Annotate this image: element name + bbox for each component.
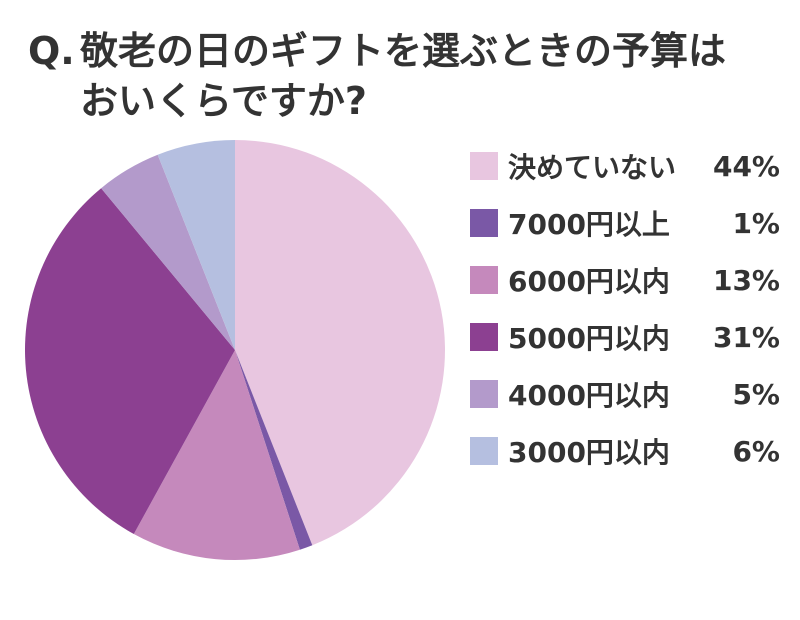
legend-item: 決めていない 44%	[470, 146, 780, 186]
legend-value: 6%	[732, 434, 780, 468]
title-prefix: Q.	[28, 29, 75, 73]
pie-slice-5	[157, 140, 235, 350]
legend-item: 3000円以内 6%	[470, 431, 780, 471]
legend-swatch	[470, 266, 498, 294]
legend-label: 4000円以内	[508, 379, 670, 412]
chart-title: Q. 敬老の日のギフトを選ぶときの予算は おいくらですか?	[28, 26, 768, 126]
pie-slice-4	[101, 154, 235, 350]
legend-item: 6000円以内 13%	[470, 260, 780, 300]
pie-slice-3	[25, 188, 235, 535]
legend-swatch	[470, 209, 498, 237]
legend-item: 5000円以内 31%	[470, 317, 780, 357]
legend-swatch	[470, 323, 498, 351]
pie-slice-2	[133, 350, 300, 560]
legend-label: 3000円以内	[508, 436, 670, 469]
legend-swatch	[470, 380, 498, 408]
legend-item: 7000円以上 1%	[470, 203, 780, 243]
legend-label: 6000円以内	[508, 265, 670, 298]
legend-label: 5000円以内	[508, 322, 670, 355]
legend-label: 決めていない	[508, 151, 677, 184]
pie-slice-1	[235, 350, 313, 550]
legend-value: 1%	[732, 206, 780, 240]
legend-value: 5%	[732, 377, 780, 411]
legend-value: 44%	[712, 149, 780, 183]
title-text-line-1: 敬老の日のギフトを選ぶときの予算は	[80, 29, 727, 73]
legend-swatch	[470, 437, 498, 465]
legend: 決めていない 44% 7000円以上 1% 6000円以内 13% 5000円以…	[470, 146, 780, 488]
title-line-1: Q. 敬老の日のギフトを選ぶときの予算は	[28, 26, 768, 76]
legend-swatch	[470, 152, 498, 180]
legend-value: 31%	[712, 320, 780, 354]
pie-slice-0	[235, 140, 445, 546]
legend-label: 7000円以上	[508, 208, 670, 241]
legend-value: 13%	[712, 263, 780, 297]
title-text-line-2: おいくらですか?	[80, 79, 367, 123]
legend-item: 4000円以内 5%	[470, 374, 780, 414]
